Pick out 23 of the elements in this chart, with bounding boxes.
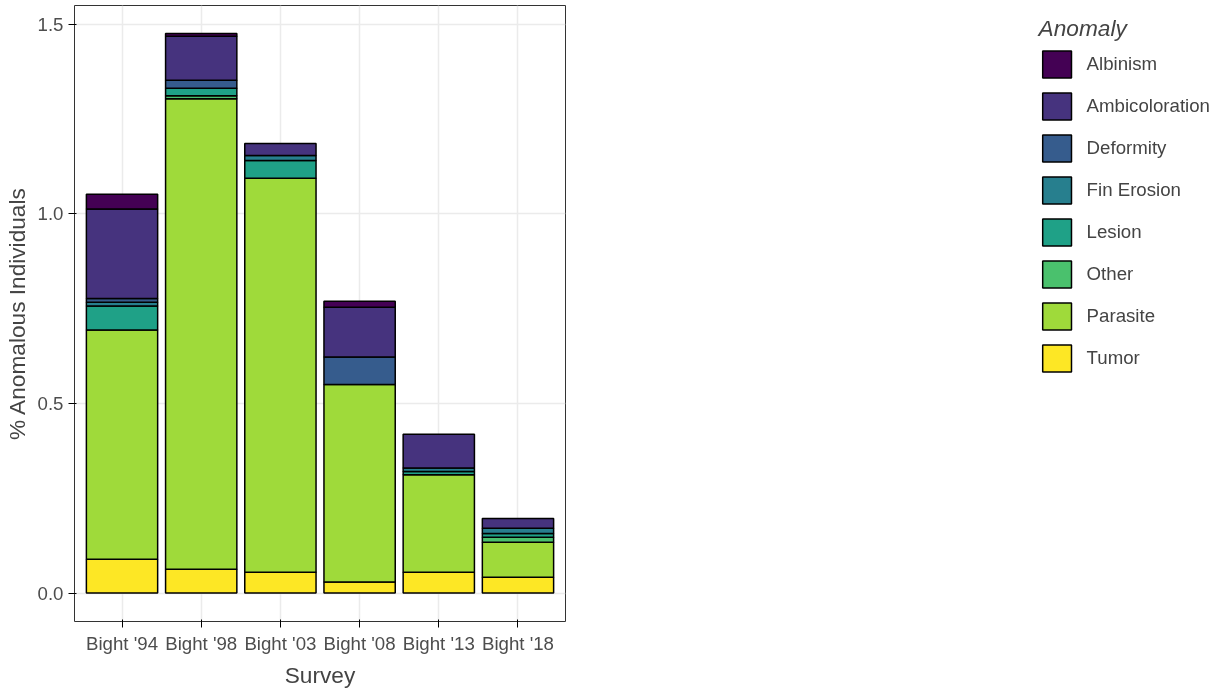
legend-label: Deformity xyxy=(1086,137,1167,159)
bar xyxy=(402,433,476,469)
legend-label: Fin Erosion xyxy=(1086,179,1181,201)
legend-title: Anomaly xyxy=(1038,15,1129,42)
x-tick-label: Bight '03 xyxy=(244,632,317,654)
x-tick-label: Bight '18 xyxy=(481,632,555,654)
legend-label: Tumor xyxy=(1086,347,1140,369)
x-tick-label: Bight '94 xyxy=(86,632,159,654)
legend-label: Parasite xyxy=(1086,305,1156,327)
x-tick-label: Bight '13 xyxy=(402,632,475,654)
y-axis-title: % Anomalous Individuals xyxy=(3,188,30,441)
legend-label: Albinism xyxy=(1086,53,1158,75)
y-tick-label: 0.5 xyxy=(37,393,64,415)
legend-label: Ambicoloration xyxy=(1086,95,1210,117)
y-tick-label: 1.0 xyxy=(37,203,64,225)
y-tick-label: 0.0 xyxy=(37,582,64,604)
x-axis-title: Survey xyxy=(284,661,356,688)
y-tick-label: 1.5 xyxy=(37,13,64,35)
legend-label: Other xyxy=(1086,263,1134,285)
bar xyxy=(244,142,317,157)
x-tick-label: Bight '08 xyxy=(323,632,396,654)
legend-label: Lesion xyxy=(1086,221,1142,243)
x-tick-label: Bight '98 xyxy=(165,632,238,654)
